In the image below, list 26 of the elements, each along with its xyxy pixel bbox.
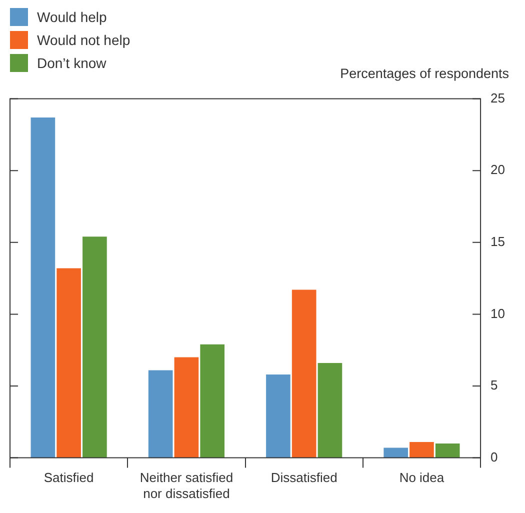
y-tick-label: 0 [490, 449, 498, 464]
bar [410, 442, 434, 458]
y-tick-label: 15 [490, 234, 506, 249]
legend-label: Don’t know [37, 55, 106, 71]
y-tick-label: 5 [490, 378, 498, 393]
y-tick-label: 10 [490, 306, 506, 321]
bar [56, 268, 81, 458]
bar [30, 117, 56, 458]
y-tick-label: 25 [490, 90, 506, 106]
bar [82, 236, 107, 458]
x-tick-label: Neither satisfied nor dissatisfied [140, 470, 234, 501]
bar [266, 374, 290, 458]
bar [200, 344, 224, 458]
bar [148, 370, 173, 458]
y-axis-title: Percentages of respondents [340, 66, 509, 81]
y-tick-label: 20 [490, 162, 506, 178]
bar [318, 363, 342, 458]
x-tick-label: No idea [399, 470, 445, 486]
x-tick-label: Dissatisfied [270, 470, 338, 486]
bar [174, 357, 199, 458]
legend-label: Would not help [37, 32, 130, 48]
legend-label: Would help [37, 9, 107, 25]
bar [384, 448, 408, 458]
bar [292, 290, 316, 458]
bar [435, 443, 460, 458]
x-tick-label: Satisfied [44, 470, 94, 486]
